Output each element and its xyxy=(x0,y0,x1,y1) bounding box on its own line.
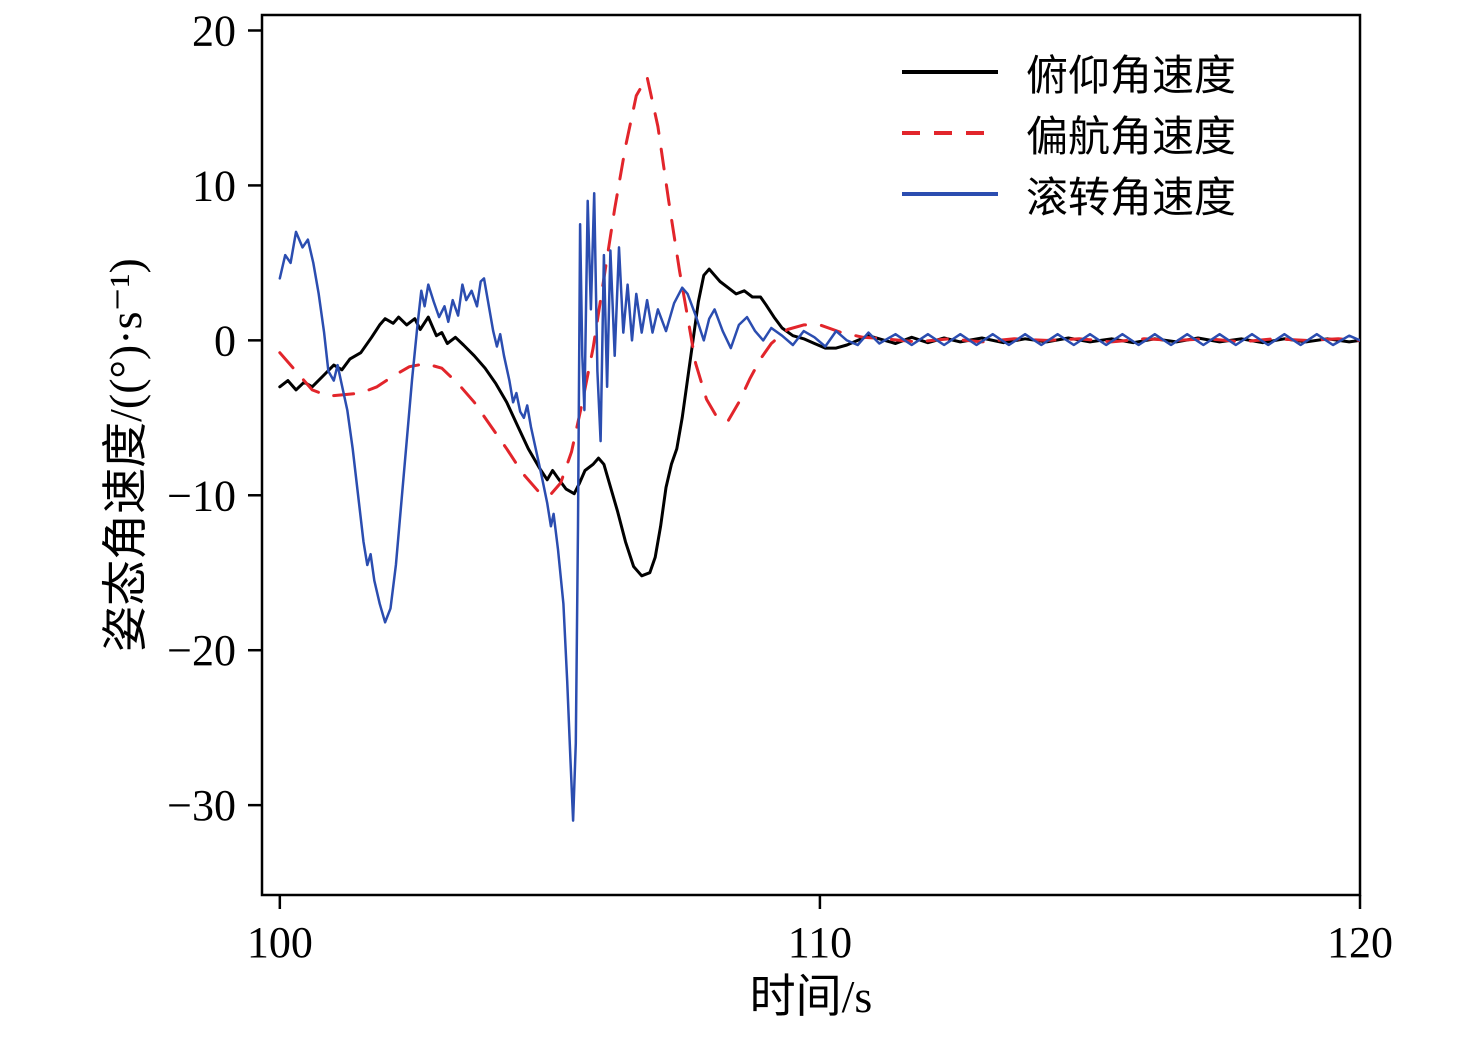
yaw-rate-line xyxy=(278,75,1360,497)
pitch-line-sample-icon xyxy=(902,70,998,74)
yaw-line-sample-icon xyxy=(902,131,998,135)
y-tick-label: 10 xyxy=(192,161,236,210)
legend-label-yaw: 偏航角速度 xyxy=(1026,114,1237,161)
legend-item-roll: 滚转角速度 xyxy=(902,168,1236,222)
x-tick-label: 110 xyxy=(788,918,852,967)
series-group xyxy=(278,75,1360,822)
legend: 俯仰角速度 偏航角速度 滚转角速度 xyxy=(902,46,1236,222)
plot-border xyxy=(260,13,1362,897)
legend-label-roll: 滚转角速度 xyxy=(1026,175,1237,222)
y-axis-label: 姿态角速度/((°)·s⁻¹) xyxy=(100,258,151,652)
x-tick-label: 100 xyxy=(247,918,313,967)
x-axis-label: 时间/s xyxy=(749,971,873,1022)
y-tick-label: −30 xyxy=(167,781,236,830)
y-tick-label: 20 xyxy=(192,6,236,55)
roll-rate-line xyxy=(278,191,1360,822)
y-tick-label: −20 xyxy=(167,626,236,675)
y-tick-label: −10 xyxy=(167,471,236,520)
pitch-rate-line xyxy=(278,267,1360,578)
y-tick-label: 0 xyxy=(214,316,236,365)
roll-line-sample-icon xyxy=(902,192,998,196)
legend-label-pitch: 俯仰角速度 xyxy=(1026,53,1237,100)
legend-item-yaw: 偏航角速度 xyxy=(902,107,1236,161)
x-tick-label: 120 xyxy=(1327,918,1393,967)
legend-item-pitch: 俯仰角速度 xyxy=(902,46,1236,100)
